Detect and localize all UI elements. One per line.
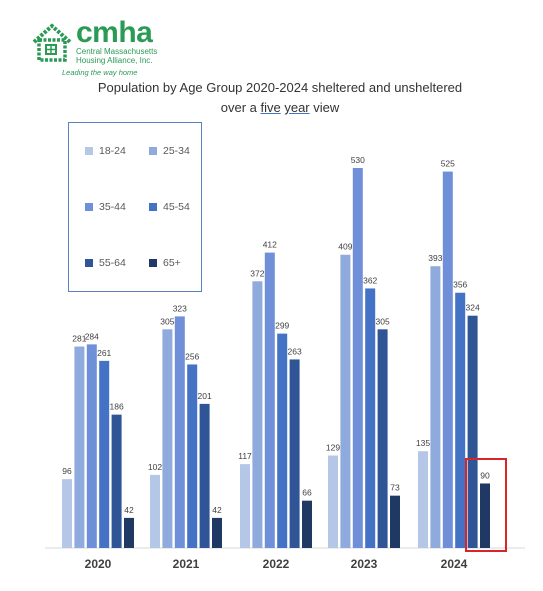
bar-2020-25-34 <box>74 346 85 548</box>
chart-title: Population by Age Group 2020-2024 shelte… <box>60 78 500 118</box>
x-tick-label-2021: 2021 <box>173 557 200 571</box>
title-word-year: year <box>284 100 310 115</box>
chart-title-line2: over a five year view <box>60 98 500 118</box>
data-label-2023-18-24: 129 <box>326 443 340 453</box>
data-label-2023-25-34: 409 <box>338 242 352 252</box>
legend-swatch <box>149 259 157 268</box>
bar-2020-65-plus <box>124 517 134 548</box>
data-label-2022-18-24: 117 <box>238 451 252 461</box>
legend-item-45-54: 45-54 <box>149 201 190 213</box>
data-label-2024-25-34: 393 <box>428 253 442 263</box>
bar-2023-45-54 <box>365 288 376 548</box>
data-label-2024-65-plus: 90 <box>480 470 490 480</box>
bar-2022-65-plus <box>302 500 312 548</box>
legend-swatch <box>149 203 157 212</box>
bar-2023-65-plus <box>390 495 400 548</box>
legend-swatch <box>85 147 93 156</box>
legend-label: 65+ <box>163 257 181 269</box>
x-tick-label-2020: 2020 <box>85 557 112 571</box>
bar-2021-45-54 <box>187 364 198 548</box>
bar-2021-55-64 <box>199 403 210 548</box>
data-label-2023-65-plus: 73 <box>390 483 400 493</box>
data-label-2021-55-64: 201 <box>198 391 212 401</box>
data-label-2021-65-plus: 42 <box>212 505 222 515</box>
legend-swatch <box>85 203 93 212</box>
bar-2022-35-44 <box>264 252 275 548</box>
legend-item-35-44: 35-44 <box>85 201 126 213</box>
legend-item-18-24: 18-24 <box>85 145 126 157</box>
legend-item-65-plus: 65+ <box>149 257 181 269</box>
bar-2024-45-54 <box>455 292 466 548</box>
chart-legend: 18-24 25-34 35-44 45-54 55-64 65+ <box>68 122 202 292</box>
data-label-2020-35-44: 284 <box>85 331 99 341</box>
data-label-2021-18-24: 102 <box>148 462 162 472</box>
bar-2021-35-44 <box>174 316 185 548</box>
bar-2020-45-54 <box>99 360 110 548</box>
data-label-2024-55-64: 324 <box>466 303 480 313</box>
data-label-2023-45-54: 362 <box>363 275 377 285</box>
bar-2020-18-24 <box>62 479 72 548</box>
data-label-2022-55-64: 263 <box>288 346 302 356</box>
data-label-2023-55-64: 305 <box>376 316 390 326</box>
bar-2021-25-34 <box>162 329 173 548</box>
logo-tagline: Leading the way home <box>62 68 138 77</box>
bar-2024-18-24 <box>418 451 428 548</box>
cmha-logo: cmha Central Massachusetts Housing Allia… <box>30 16 180 80</box>
data-label-2021-35-44: 323 <box>173 303 187 313</box>
bar-2022-55-64 <box>289 359 300 548</box>
data-label-2024-35-44: 525 <box>441 159 455 169</box>
data-label-2021-25-34: 305 <box>160 316 174 326</box>
data-label-2024-18-24: 135 <box>416 438 430 448</box>
legend-label: 18-24 <box>99 145 126 157</box>
data-label-2020-65-plus: 42 <box>124 505 134 515</box>
bar-2024-35-44 <box>442 171 453 548</box>
legend-label: 35-44 <box>99 201 126 213</box>
legend-label: 55-64 <box>99 257 126 269</box>
data-label-2022-65-plus: 66 <box>302 488 312 498</box>
data-label-2022-25-34: 372 <box>250 268 264 278</box>
bar-2023-35-44 <box>352 167 363 549</box>
bar-2021-18-24 <box>150 474 160 548</box>
logo-org-name: Central Massachusetts Housing Alliance, … <box>76 47 158 65</box>
chart-title-line1: Population by Age Group 2020-2024 shelte… <box>97 80 463 95</box>
bar-2023-55-64 <box>377 329 388 548</box>
bar-2024-25-34 <box>430 266 441 548</box>
legend-swatch <box>149 147 157 156</box>
data-label-2020-25-34: 281 <box>72 334 86 344</box>
x-tick-label-2024: 2024 <box>441 557 468 571</box>
bar-2022-45-54 <box>277 333 288 548</box>
bar-2024-65-plus <box>480 483 490 548</box>
title-prefix: over a <box>220 100 261 115</box>
legend-label: 25-34 <box>163 145 190 157</box>
bar-2024-55-64 <box>467 315 478 548</box>
bar-2023-18-24 <box>328 455 338 548</box>
logo-wordmark: cmha <box>76 16 153 49</box>
legend-swatch <box>85 259 93 268</box>
data-label-2023-35-44: 530 <box>351 155 365 165</box>
legend-item-25-34: 25-34 <box>149 145 190 157</box>
bar-2021-65-plus <box>212 517 222 548</box>
data-label-2020-55-64: 186 <box>110 402 124 412</box>
bar-2022-18-24 <box>240 464 250 548</box>
highlight-box-2024-65-plus <box>465 458 507 552</box>
x-tick-label-2022: 2022 <box>263 557 290 571</box>
bar-2022-25-34 <box>252 281 263 548</box>
title-word-five: five <box>260 100 281 115</box>
title-suffix: view <box>309 100 340 115</box>
bar-2023-25-34 <box>340 254 351 548</box>
data-label-2020-45-54: 261 <box>97 348 111 358</box>
data-label-2022-45-54: 299 <box>275 321 289 331</box>
bar-2020-35-44 <box>86 344 97 548</box>
house-icon <box>32 23 72 62</box>
data-label-2022-35-44: 412 <box>263 240 277 250</box>
data-label-2021-45-54: 256 <box>185 351 199 361</box>
legend-item-55-64: 55-64 <box>85 257 126 269</box>
data-label-2020-18-24: 96 <box>62 466 72 476</box>
data-label-2024-45-54: 356 <box>453 280 467 290</box>
x-tick-label-2023: 2023 <box>351 557 378 571</box>
legend-label: 45-54 <box>163 201 190 213</box>
bar-2020-55-64 <box>111 414 122 548</box>
